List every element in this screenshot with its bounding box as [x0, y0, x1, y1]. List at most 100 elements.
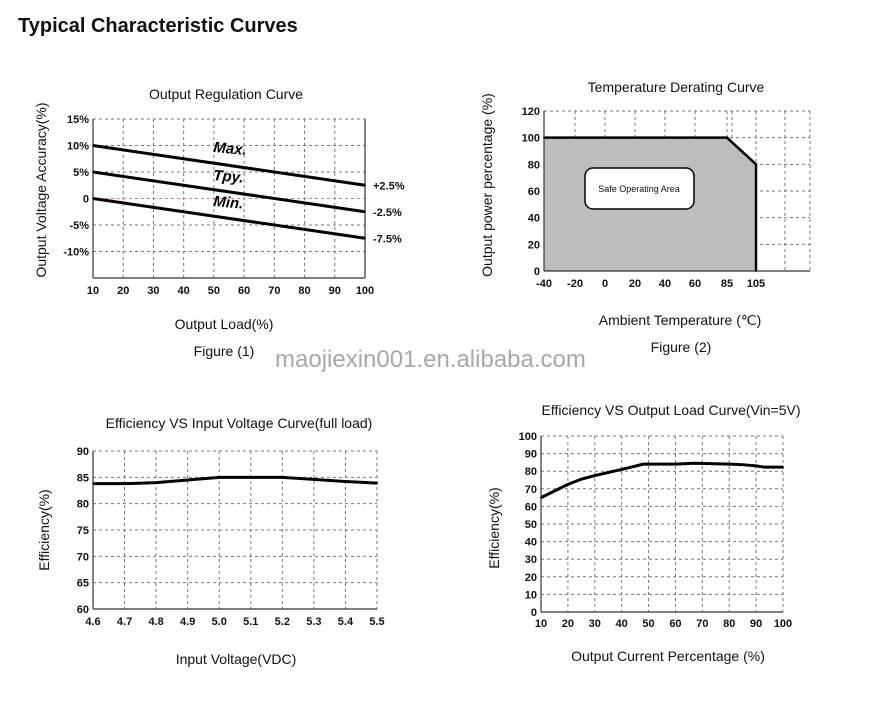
x-tick-label: 30: [147, 285, 159, 297]
chart-1: Max. +2.5% Tpy. -2.5% Min. -7.5% 15% 10% 5% 0 -5% -…: [33, 86, 405, 359]
series-label-tpy: Tpy.: [213, 167, 245, 187]
x-tick-label: 60: [689, 278, 701, 290]
x-tick-label: 40: [659, 278, 671, 290]
series-line-min: [92, 197, 366, 240]
x-tick-label: 10: [535, 618, 547, 630]
x-tick-label: 5.4: [338, 616, 354, 628]
y-tick-label: 0: [534, 266, 540, 278]
y-tick-label: 100: [519, 431, 537, 443]
annotation-box: [584, 167, 695, 210]
series-end-value-label: +2.5%: [373, 180, 405, 192]
x-tick-label: 90: [329, 285, 341, 297]
derating-curve: [544, 136, 758, 271]
x-tick-label: 50: [208, 285, 220, 297]
x-tick-label: 5.1: [243, 616, 258, 628]
y-tick-label: 60: [528, 186, 540, 198]
series-end-value-label: -2.5%: [373, 207, 402, 219]
y-tick-label: 80: [528, 159, 540, 171]
x-tick-label: 0: [602, 278, 608, 290]
y-tick-label: 90: [525, 449, 537, 461]
figure-label: Figure (2): [651, 339, 712, 355]
x-tick-label: 100: [356, 285, 374, 297]
x-tick-label: 10: [87, 285, 99, 297]
series-line-efficiency: [540, 461, 783, 499]
data-point: [755, 163, 757, 166]
x-axis-label: Output Current Percentage (%): [571, 648, 765, 664]
y-tick-label: 70: [77, 551, 89, 563]
y-tick-label: -5%: [69, 220, 89, 232]
x-tick-label: 20: [562, 618, 574, 630]
x-tick-label: 70: [696, 618, 708, 630]
x-tick-label: 70: [268, 285, 280, 297]
y-tick-label: 40: [528, 213, 540, 225]
data-point: [728, 463, 731, 466]
x-tick-label: 5.3: [306, 616, 321, 628]
y-tick-label: 10%: [67, 141, 89, 153]
y-tick-label: 85: [77, 472, 89, 484]
y-axis-label: Efficiency(%): [36, 489, 52, 570]
x-tick-label: 40: [178, 285, 190, 297]
y-tick-label: 50: [525, 519, 537, 531]
y-axis-label: Efficiency(%): [486, 487, 502, 568]
annotation-safe-operating-area: Safe Operating Area: [598, 184, 680, 194]
page-title: Typical Characteristic Curves: [18, 15, 298, 37]
series-end-value-label: -7.5%: [373, 233, 402, 245]
watermark: maojiexin001.en.alibaba.com: [275, 346, 586, 373]
x-tick-label: 20: [117, 285, 129, 297]
series-line-efficiency: [93, 475, 378, 486]
series-label-min: Min.: [213, 193, 244, 213]
y-tick-label: 100: [522, 133, 540, 145]
data-point: [376, 482, 378, 485]
y-tick-label: 75: [77, 525, 89, 537]
data-point: [620, 468, 623, 471]
x-tick-label: 90: [750, 618, 762, 630]
data-point: [726, 136, 728, 139]
x-tick-label: 85: [721, 278, 733, 290]
x-tick-label: 4.7: [117, 616, 132, 628]
figure-label: Figure (1): [194, 343, 255, 359]
y-tick-label: 5%: [73, 167, 89, 179]
data-point: [249, 476, 252, 479]
data-point: [741, 463, 744, 466]
chart-title: Output Regulation Curve: [149, 86, 303, 102]
x-tick-label: -20: [567, 278, 583, 290]
y-tick-label: 60: [77, 604, 89, 616]
data-point: [281, 476, 284, 479]
x-tick-label: 5.2: [275, 616, 290, 628]
y-tick-label: 20: [525, 572, 537, 584]
x-tick-label: -40: [536, 278, 552, 290]
x-tick-label: 80: [298, 285, 310, 297]
y-tick-label: 120: [522, 106, 540, 118]
data-point: [123, 482, 126, 485]
x-axis-label: Input Voltage(VDC): [176, 651, 297, 667]
x-tick-label: 105: [747, 278, 765, 290]
y-tick-label: 40: [525, 537, 537, 549]
chart-title: Efficiency VS Output Load Curve(Vin=5V): [541, 402, 800, 418]
x-tick-label: 4.6: [85, 616, 100, 628]
y-tick-label: 80: [77, 499, 89, 511]
data-point: [566, 483, 569, 486]
x-tick-label: 4.8: [148, 616, 163, 628]
series-label-max: Max.: [213, 139, 248, 159]
x-axis-label: Ambient Temperature (℃): [599, 312, 762, 328]
x-axis-label: Output Load(%): [175, 316, 274, 332]
x-tick-label: 50: [642, 618, 654, 630]
data-point: [344, 480, 347, 483]
x-tick-label: 40: [616, 618, 628, 630]
y-tick-label: 65: [77, 578, 89, 590]
x-tick-label: 60: [669, 618, 681, 630]
data-point: [580, 478, 583, 481]
data-point: [155, 481, 158, 484]
chart-title: Efficiency VS Input Voltage Curve(full l…: [106, 415, 373, 431]
y-tick-label: 60: [525, 501, 537, 513]
x-tick-label: 60: [238, 285, 250, 297]
data-point: [186, 478, 189, 481]
y-tick-label: 70: [525, 484, 537, 496]
series-line-max: [92, 144, 366, 187]
data-point: [755, 464, 758, 467]
y-tick-label: 15%: [67, 114, 89, 126]
y-tick-label: 90: [77, 446, 89, 458]
data-point: [674, 463, 677, 466]
